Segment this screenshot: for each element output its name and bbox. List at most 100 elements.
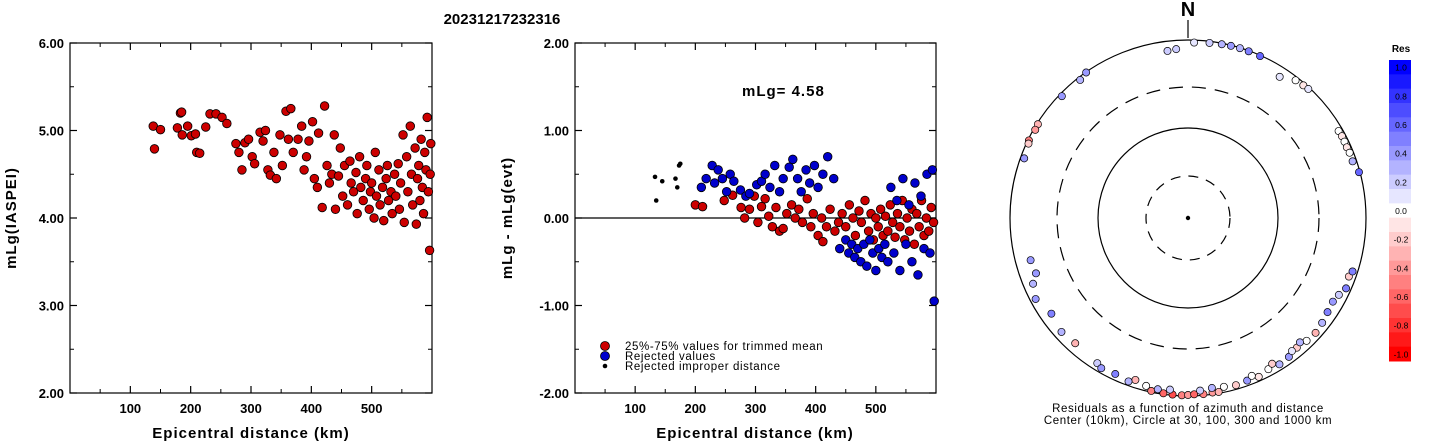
data-point-rejected xyxy=(792,173,803,184)
data-point-mlg xyxy=(364,204,374,214)
station-residual-marker xyxy=(1163,47,1172,55)
data-point-rejected xyxy=(886,182,896,193)
station-residual-marker xyxy=(1323,308,1332,317)
panel1-ylabel: mLg(IASPEI) xyxy=(3,167,20,269)
station-residual-marker xyxy=(1076,76,1085,84)
station-residual-marker xyxy=(1318,318,1327,327)
data-point-mlg xyxy=(283,134,294,144)
data-point-mlg xyxy=(379,215,389,226)
data-point-rejected xyxy=(904,200,914,210)
colorbar-swatch xyxy=(1389,189,1411,204)
data-point-accepted xyxy=(887,217,898,228)
ring-100km xyxy=(1097,127,1279,309)
station-residual-marker xyxy=(1247,371,1256,380)
station-residual-marker xyxy=(1291,76,1300,85)
station-residual-marker xyxy=(1190,390,1199,399)
x-tick-label: 400 xyxy=(805,401,827,416)
x-tick-label: 500 xyxy=(361,401,383,416)
colorbar-swatch xyxy=(1389,318,1411,333)
data-point-mlg xyxy=(231,138,241,149)
data-point-accepted xyxy=(794,204,804,214)
legend-label-improper: Rejected improper distance xyxy=(625,361,781,373)
station-residual-marker xyxy=(1254,372,1263,381)
station-residual-marker xyxy=(1348,267,1357,276)
data-point-mlg xyxy=(190,129,201,139)
data-point-rejected xyxy=(784,162,794,172)
station-residual-marker xyxy=(1031,295,1040,303)
y-tick-label: 6.00 xyxy=(39,36,64,51)
legend-marker-improper xyxy=(602,363,608,369)
station-residual-marker xyxy=(1304,85,1313,93)
data-point-rejected xyxy=(735,185,746,195)
data-point-accepted xyxy=(863,226,874,236)
data-point-accepted xyxy=(833,217,844,228)
data-point-mlg xyxy=(398,130,408,140)
colorbar-swatch xyxy=(1389,160,1411,176)
panel2-points xyxy=(652,152,939,306)
data-point-rejected xyxy=(929,296,939,306)
data-point-rejected xyxy=(889,248,899,258)
colorbar-tick-label: -1.0 xyxy=(1394,349,1409,359)
panel1-xlabel: Epicentral distance (km) xyxy=(152,425,349,441)
data-point-accepted xyxy=(902,213,912,223)
data-point-accepted xyxy=(790,213,800,223)
panel1-points xyxy=(148,101,436,256)
data-point-rejected xyxy=(883,257,893,267)
data-point-rejected xyxy=(818,169,828,179)
colorbar-swatch xyxy=(1389,303,1411,319)
legend-label-rejected: Rejected values xyxy=(625,351,716,363)
data-point-improper-distance xyxy=(677,161,683,167)
station-residual-marker xyxy=(1032,269,1040,278)
data-point-accepted xyxy=(736,202,746,213)
y-tick-label: 1.00 xyxy=(544,124,569,139)
data-point-rejected xyxy=(721,187,732,197)
station-residual-marker xyxy=(1029,279,1038,288)
station-residual-marker xyxy=(1334,290,1343,299)
data-point-accepted xyxy=(909,239,920,249)
panel2-ylabel: mLg - mLg(evt) xyxy=(499,157,516,279)
data-point-mlg xyxy=(420,147,430,158)
y-tick-label: -2.00 xyxy=(539,386,569,401)
data-point-accepted xyxy=(767,222,778,232)
legend-label-accepted: 25%-75% values for trimmed mean xyxy=(625,341,823,353)
data-point-mlg xyxy=(322,160,332,171)
data-point-rejected xyxy=(729,176,739,186)
data-point-rejected xyxy=(760,169,770,179)
x-tick-label: 200 xyxy=(684,401,706,416)
data-point-mlg xyxy=(405,121,415,131)
data-point-improper-distance xyxy=(673,176,678,181)
data-point-mlg xyxy=(176,107,187,117)
x-tick-label: 100 xyxy=(119,401,141,416)
data-point-accepted xyxy=(880,211,891,221)
data-point-mlg xyxy=(374,165,384,175)
data-point-mlg xyxy=(395,178,406,188)
data-point-mlg xyxy=(394,204,405,214)
data-point-mlg xyxy=(293,134,303,144)
data-point-mlg xyxy=(271,173,282,184)
data-point-accepted xyxy=(871,213,881,223)
data-point-accepted xyxy=(825,204,835,214)
data-point-mlg xyxy=(307,117,318,127)
data-point-accepted xyxy=(914,222,924,232)
panel2-chart: 100 200 300 400 500 -2.00 -1.00 0.00 1.00 2.00 mL… xyxy=(499,36,939,441)
panel2-annotation: mLg= 4.58 xyxy=(742,83,825,100)
data-point-mlg xyxy=(371,191,382,201)
residual-colorbar: Res 1.0 0.8 0.6 0.4 0.2 0.0 -0.2 -0.4 -0.6 -0.8 -1… xyxy=(1389,44,1411,362)
data-point-mlg xyxy=(201,122,211,132)
data-point-mlg xyxy=(177,130,187,140)
data-point-rejected xyxy=(701,173,711,184)
x-tick-label: 400 xyxy=(300,401,322,416)
data-point-improper-distance xyxy=(659,178,665,184)
data-point-mlg xyxy=(345,156,355,166)
colorbar-swatch xyxy=(1389,217,1411,233)
data-point-rejected xyxy=(907,257,917,267)
y-tick-label: 2.00 xyxy=(544,36,569,51)
colorbar-swatch xyxy=(1389,246,1411,262)
data-point-mlg xyxy=(411,219,422,229)
data-point-accepted xyxy=(806,222,816,232)
data-point-rejected xyxy=(809,160,820,171)
data-point-rejected xyxy=(913,270,923,280)
colorbar-tick-label: 0.4 xyxy=(1395,149,1407,159)
epicenter-dot xyxy=(1185,215,1191,221)
data-point-accepted xyxy=(854,206,864,216)
